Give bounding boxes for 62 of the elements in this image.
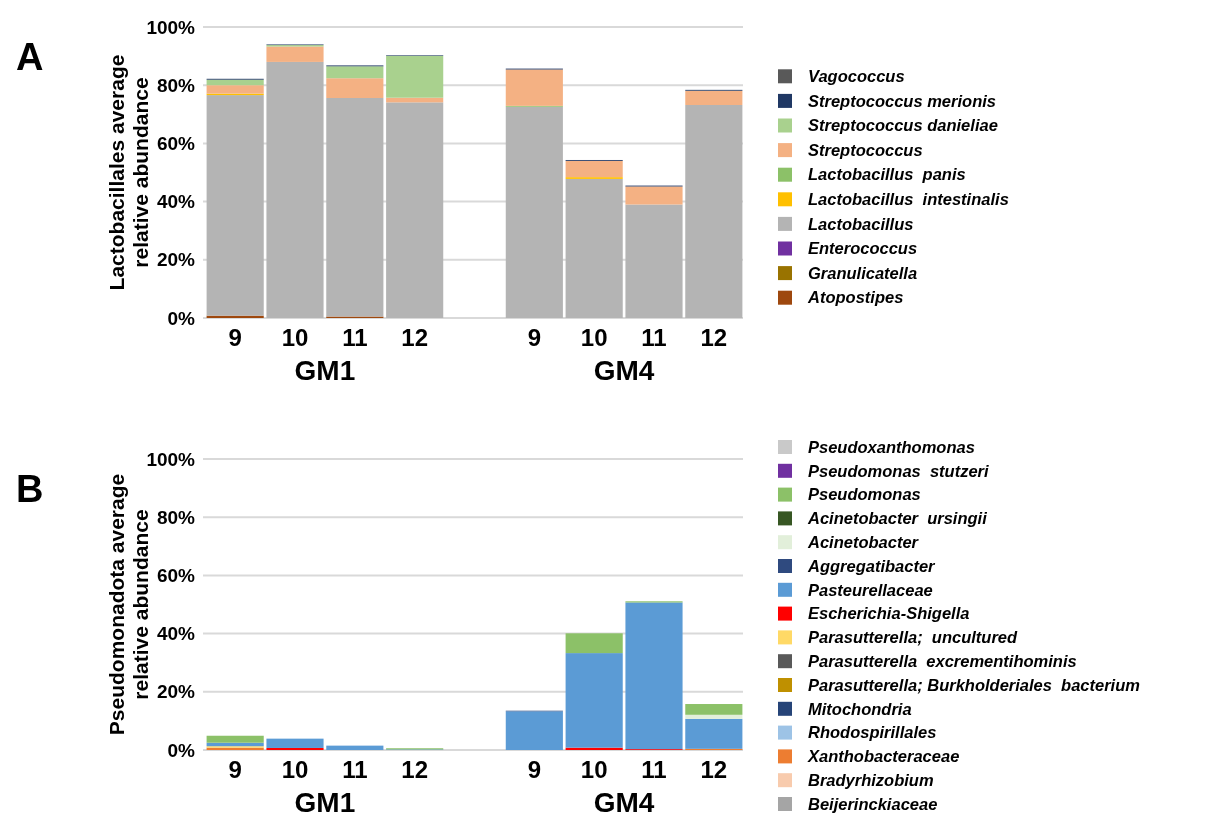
- legend-label: Parasutterella; Burkholderiales bacterium: [808, 675, 1140, 694]
- y-tick-label: 100%: [146, 16, 196, 38]
- legend-label: Beijerinckiaceae: [808, 794, 938, 813]
- legend-label: Lactobacillus: [808, 214, 914, 233]
- legend-label: Pasteurellaceae: [808, 580, 933, 599]
- legend-label: Mitochondria: [808, 699, 912, 718]
- legend-label: Streptococcus: [808, 140, 923, 159]
- y-tick-label: 0%: [167, 739, 196, 761]
- legend-label: Parasutterella; uncultured: [808, 628, 1018, 647]
- x-tick-label: 12: [401, 324, 429, 351]
- x-tick-label: 11: [342, 756, 368, 783]
- x-tick-label: 9: [228, 756, 242, 783]
- y-tick-label: 0%: [167, 307, 196, 329]
- y-tick-label: 60%: [156, 133, 196, 155]
- legend-label: Lactobacillus intestinalis: [808, 190, 1009, 209]
- x-tick-label: 12: [700, 324, 728, 351]
- legend-label: Xanthobacteraceae: [807, 747, 960, 766]
- legend-label: Vagococcus: [808, 67, 905, 86]
- y-tick-label: 40%: [156, 191, 196, 213]
- y-tick-label: 40%: [156, 623, 196, 645]
- legend-label: Acinetobacter: [807, 532, 920, 551]
- x-tick-label: 10: [281, 324, 309, 351]
- x-tick-label: 11: [641, 324, 667, 351]
- y-tick-label: 80%: [156, 74, 196, 96]
- legend-label: Escherichia-Shigella: [808, 604, 970, 623]
- y-tick-label: 80%: [156, 506, 196, 528]
- x-tick-label: 9: [228, 324, 242, 351]
- legend-label: Aggregatibacter: [807, 556, 937, 575]
- legend-label: Acinetobacter ursingii: [807, 509, 988, 528]
- legend-label: Enterococcus: [808, 239, 918, 258]
- text: GM4: [593, 355, 655, 386]
- legend-label: Bradyrhizobium: [808, 770, 934, 789]
- x-tick-label: 11: [641, 756, 667, 783]
- chart-title: A: [16, 36, 44, 78]
- legend-label: Lactobacillus panis: [808, 165, 966, 184]
- y-tick-label: 100%: [146, 448, 196, 470]
- x-tick-label: 12: [700, 756, 728, 783]
- legend-label: Atopostipes: [807, 288, 904, 307]
- text: GM4: [593, 787, 655, 815]
- legend-label: Pseudoxanthomonas: [808, 437, 975, 456]
- x-tick-label: 12: [401, 756, 429, 783]
- x-tick-label: 9: [527, 756, 542, 783]
- text: GM1: [294, 787, 356, 815]
- x-tick-label: 9: [527, 324, 542, 351]
- x-tick-label: 11: [342, 324, 368, 351]
- text: GM1: [294, 355, 356, 386]
- legend-label: Pseudomonas stutzeri: [808, 461, 990, 480]
- legend-label: Parasutterella excrementihominis: [808, 651, 1077, 670]
- chart-title: B: [16, 468, 44, 510]
- y-axis-title: Lactobacillales average relative abundance: [104, 54, 152, 291]
- legend-label: Rhodospirillales: [808, 723, 937, 742]
- y-tick-label: 20%: [156, 249, 196, 271]
- legend-label: Granulicatella: [808, 263, 918, 282]
- y-axis-title: Pseudomonadota average relative abundance: [104, 473, 152, 736]
- x-tick-label: 10: [281, 756, 309, 783]
- legend-label: Streptococcus merionis: [808, 91, 996, 110]
- legend-label: Streptococcus danieliae: [808, 116, 998, 135]
- x-tick-label: 10: [580, 756, 608, 783]
- x-tick-label: 10: [580, 324, 608, 351]
- y-tick-label: 20%: [156, 681, 196, 703]
- legend-label: Pseudomonas: [808, 485, 921, 504]
- y-tick-label: 60%: [156, 565, 196, 587]
